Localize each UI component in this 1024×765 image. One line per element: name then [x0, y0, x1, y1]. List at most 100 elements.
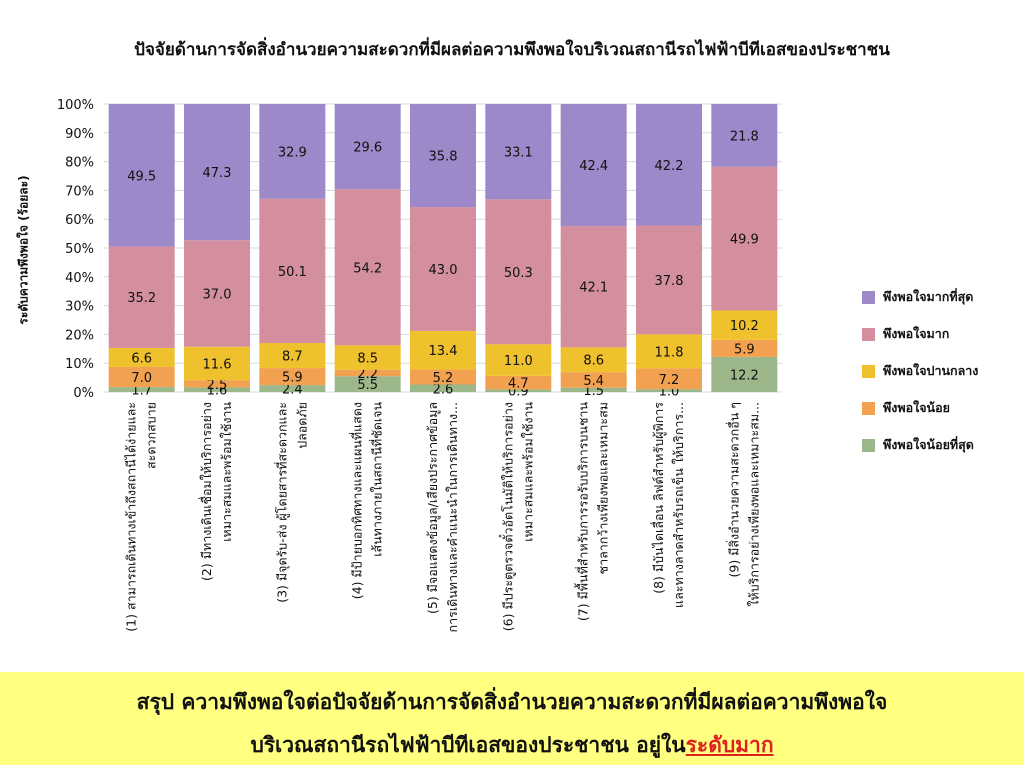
x-tick-label-line: เหมาะสมและพร้อมใช้งาน	[520, 402, 535, 542]
bar-segment	[560, 372, 627, 388]
data-label: 11.8	[655, 345, 684, 360]
summary-line-1: สรุป ความพึงพอใจต่อปัจจัยด้านการจัดสิ่งอ…	[136, 690, 888, 714]
data-label: 5.9	[282, 371, 303, 386]
data-label: 2.4	[282, 383, 303, 398]
x-tick-label: (1) สามารถเดินทางเข้าถึงสถานีได้ง่ายและ ส…	[124, 402, 159, 632]
bar-segment	[485, 375, 552, 390]
data-label: 4.7	[508, 377, 529, 392]
x-tick-label: (3) มีจุดรับ-ส่ง ผู้โดยสารที่สะดวกและ ปลอ…	[273, 402, 309, 603]
data-label: 6.6	[131, 351, 152, 366]
legend-label: พึงพอใจมากที่สุด	[883, 289, 974, 304]
bar-segment	[334, 345, 401, 370]
bar-segment	[711, 104, 778, 167]
bar-segment	[410, 104, 476, 208]
x-tick-label-line: (9) มีสิ่งอำนวยความสะดวกอื่น ๆ	[725, 402, 741, 578]
data-label: 37.8	[655, 274, 684, 289]
x-tick-label-line: (2) มีทางเดินเชื่อมให้บริการอย่าง	[198, 402, 214, 581]
data-label: 33.1	[504, 146, 533, 161]
bar-segment	[410, 330, 476, 370]
x-tick-label: (6) มีประตูตรวจตั๋วอัตโนมัติให้บริการอย่…	[499, 402, 536, 632]
data-label: 47.3	[203, 166, 232, 181]
bar-segment	[259, 104, 326, 199]
x-tick-label-line: ชาลากว้างเพียงพอและเหมาะสม	[596, 402, 611, 574]
bar-segment	[410, 369, 476, 385]
y-tick-label: 10%	[65, 357, 94, 372]
summary-line-2: บริเวณสถานีรถไฟฟ้าบีทีเอสของประชาชน อยู่…	[0, 729, 1024, 762]
bar-segment	[184, 240, 250, 347]
y-tick-label: 50%	[65, 242, 94, 257]
summary-line-2-text: บริเวณสถานีรถไฟฟ้าบีทีเอสของประชาชน อยู่…	[250, 733, 686, 757]
y-tick-label: 80%	[65, 156, 94, 171]
x-tick-label-line: และทางลาดสำหรับรถเข็น ให้บริการ...	[671, 402, 686, 608]
x-tick-label-line: (5) มีจอแสดงข้อมูล/เสียงประกาศข้อมูล	[425, 402, 441, 614]
data-label: 8.5	[357, 352, 378, 367]
data-label: 49.9	[730, 233, 759, 248]
bar-segment	[334, 189, 401, 346]
bar-segment	[108, 104, 175, 247]
data-label: 2.6	[433, 382, 454, 397]
bar-segment	[259, 368, 326, 386]
bar-segment	[485, 389, 552, 392]
stacked-bar-chart: 1.77.06.635.249.51.62.511.637.047.32.45.…	[57, 98, 782, 632]
x-tick-label-line: ปลอดภัย	[294, 402, 309, 449]
legend-swatch	[862, 327, 875, 341]
bar-segment	[108, 246, 175, 348]
x-tick-label-line: (7) มีพื้นที่สำหรับการรอรับบริการบนชาน	[574, 402, 591, 622]
bar-segment	[636, 225, 702, 335]
bar-segment	[560, 226, 627, 348]
data-label: 7.0	[131, 371, 152, 386]
data-label: 35.8	[429, 150, 458, 165]
data-label: 2.5	[207, 378, 228, 393]
legend-item: พึงพอใจน้อยที่สุด	[862, 436, 978, 454]
data-label: 5.4	[583, 374, 604, 389]
x-tick-label: (7) มีพื้นที่สำหรับการรอรับบริการบนชาน ชา…	[574, 402, 611, 622]
legend-label: พึงพอใจน้อย	[883, 400, 950, 415]
legend-swatch	[862, 290, 875, 304]
data-label: 8.7	[282, 350, 303, 365]
y-tick-label: 70%	[65, 184, 94, 199]
data-label: 11.6	[203, 357, 232, 372]
legend-label: พึงพอใจน้อยที่สุด	[883, 437, 974, 452]
bar-segment	[636, 389, 702, 392]
bar-segment	[711, 356, 778, 392]
bar-segment	[636, 334, 702, 369]
data-label: 32.9	[278, 145, 307, 160]
legend-item: พึงพอใจน้อย	[862, 399, 978, 417]
bar-segment	[485, 104, 552, 200]
y-tick-label: 100%	[57, 98, 94, 113]
bar-segment	[259, 198, 326, 344]
bar-segment	[410, 207, 476, 331]
bar-segment	[108, 366, 175, 388]
legend-item: พึงพอใจมาก	[862, 325, 978, 343]
bar-segment	[108, 347, 175, 367]
data-label: 42.1	[579, 281, 608, 296]
x-tick-label: (2) มีทางเดินเชื่อมให้บริการอย่าง เหมาะสม…	[198, 402, 234, 581]
bar-segment	[334, 369, 401, 377]
y-tick-label: 60%	[65, 213, 94, 228]
x-tick-label: (5) มีจอแสดงข้อมูล/เสียงประกาศข้อมูล การเ…	[425, 402, 460, 632]
data-label: 21.8	[730, 129, 759, 144]
data-label: 7.2	[659, 373, 680, 388]
data-label: 8.6	[583, 354, 604, 369]
legend-label: พึงพอใจปานกลาง	[883, 363, 979, 378]
bar-segment	[485, 199, 552, 345]
bar-segment	[259, 343, 326, 369]
x-tick-label-line: (3) มีจุดรับ-ส่ง ผู้โดยสารที่สะดวกและ	[273, 402, 290, 603]
bars: 1.77.06.635.249.51.62.511.637.047.32.45.…	[108, 104, 778, 400]
data-label: 50.1	[278, 265, 307, 280]
bar-segment	[711, 310, 778, 340]
bar-segment	[711, 339, 778, 357]
bar-segment	[334, 104, 401, 190]
bar-segment	[184, 346, 250, 381]
legend: พึงพอใจมากที่สุดพึงพอใจมากพึงพอใจปานกลาง…	[862, 288, 978, 473]
x-tick-label-line: (1) สามารถเดินทางเข้าถึงสถานีได้ง่ายและ	[124, 402, 139, 632]
data-label: 1.7	[131, 384, 152, 399]
data-label: 50.3	[504, 266, 533, 281]
bar-segment	[108, 387, 175, 392]
x-tick-label-line: ให้บริการอย่างเพียงพอและเหมาะสม...	[746, 402, 761, 607]
y-tick-label: 0%	[73, 386, 94, 401]
bar-segment	[636, 104, 702, 226]
y-tick-label: 30%	[65, 300, 94, 315]
legend-swatch	[862, 438, 875, 452]
legend-swatch	[862, 401, 875, 415]
